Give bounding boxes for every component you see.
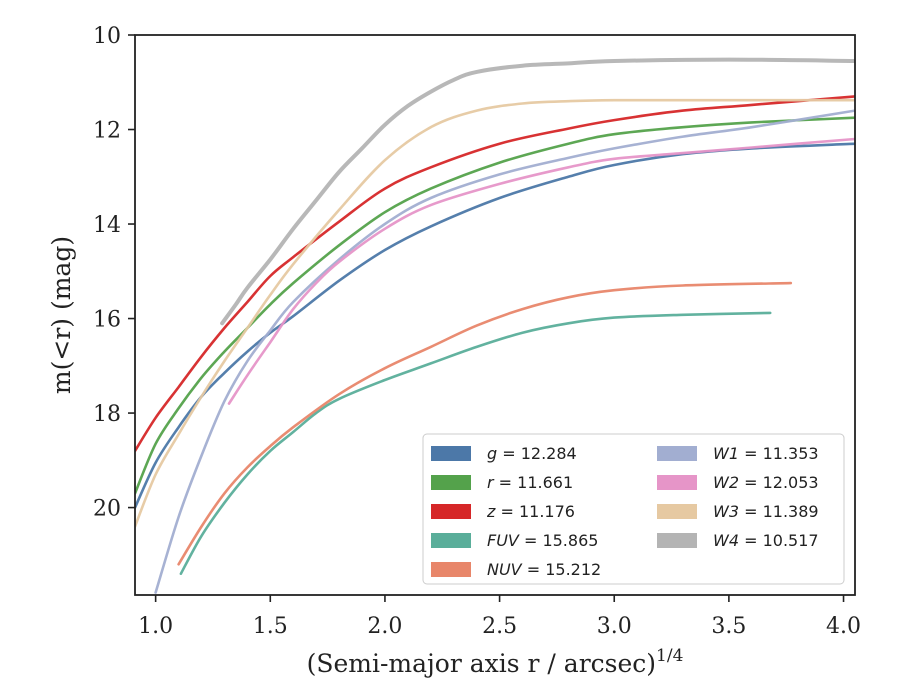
curves-layer: [135, 57, 855, 594]
series-line-r: [135, 116, 855, 495]
y-tick-label: 20: [93, 497, 121, 522]
legend-swatch-w1: [657, 446, 697, 461]
legend-label-fuv: FUV = 15.865: [487, 531, 598, 550]
x-tick-label: 1.0: [138, 614, 173, 639]
series-line-nuv: [177, 281, 793, 566]
series-line-w3: [135, 98, 855, 528]
x-tick-label: 4.0: [826, 614, 861, 639]
legend-swatch-w4: [657, 533, 697, 548]
legend-label-w4: W4 = 10.517: [713, 531, 819, 550]
x-tick-label: 2.5: [482, 614, 517, 639]
x-axis-label-superscript: 1/4: [656, 646, 683, 666]
legend-label-z: z = 11.176: [486, 502, 575, 521]
legend-swatch-g: [431, 446, 471, 461]
legend-swatch-w3: [657, 504, 697, 519]
x-axis-label: (Semi-major axis r / arcsec)1/4: [307, 646, 684, 678]
legend-swatch-w2: [657, 475, 697, 490]
series-line-w1: [154, 109, 855, 594]
x-tick-label: 3.0: [597, 614, 632, 639]
y-tick-label: 18: [93, 402, 121, 427]
series-line-w4: [220, 57, 855, 326]
series-line-w2: [227, 137, 855, 405]
legend-box: [422, 433, 845, 585]
legend-swatch-nuv: [431, 562, 471, 577]
x-tick-label: 2.0: [367, 614, 402, 639]
series-line-fuv: [179, 311, 772, 575]
legend-swatch-z: [431, 504, 471, 519]
y-axis-label: m(<r) (mag): [47, 236, 76, 394]
legend-label-w1: W1 = 11.353: [713, 444, 819, 463]
y-tick-label: 12: [93, 119, 121, 144]
y-axis-ticks: 10 12 14 16 18 20: [93, 24, 135, 522]
y-tick-label: 14: [93, 213, 121, 238]
x-axis-ticks: 1.0 1.5 2.0 2.5 3.0 3.5 4.0: [138, 595, 861, 639]
legend-label-g: g = 12.284: [487, 444, 577, 463]
x-axis-label-text: (Semi-major axis r / arcsec): [307, 649, 656, 678]
plot-frame: [134, 34, 856, 596]
legend-label-nuv: NUV = 15.212: [487, 560, 601, 579]
legend-swatch-fuv: [431, 533, 471, 548]
series-line-z: [135, 95, 855, 453]
legend-label-w3: W3 = 11.389: [713, 502, 819, 521]
x-tick-label: 1.5: [253, 614, 288, 639]
y-tick-label: 10: [93, 24, 121, 49]
legend-label-w2: W2 = 12.053: [713, 473, 819, 492]
legend: g = 12.284 r = 11.661 z = 11.176 FUV = 15.8…: [422, 433, 845, 585]
y-tick-label: 16: [93, 308, 121, 333]
legend-label-r: r = 11.661: [487, 473, 573, 492]
legend-swatch-r: [431, 475, 471, 490]
x-tick-label: 3.5: [711, 614, 746, 639]
